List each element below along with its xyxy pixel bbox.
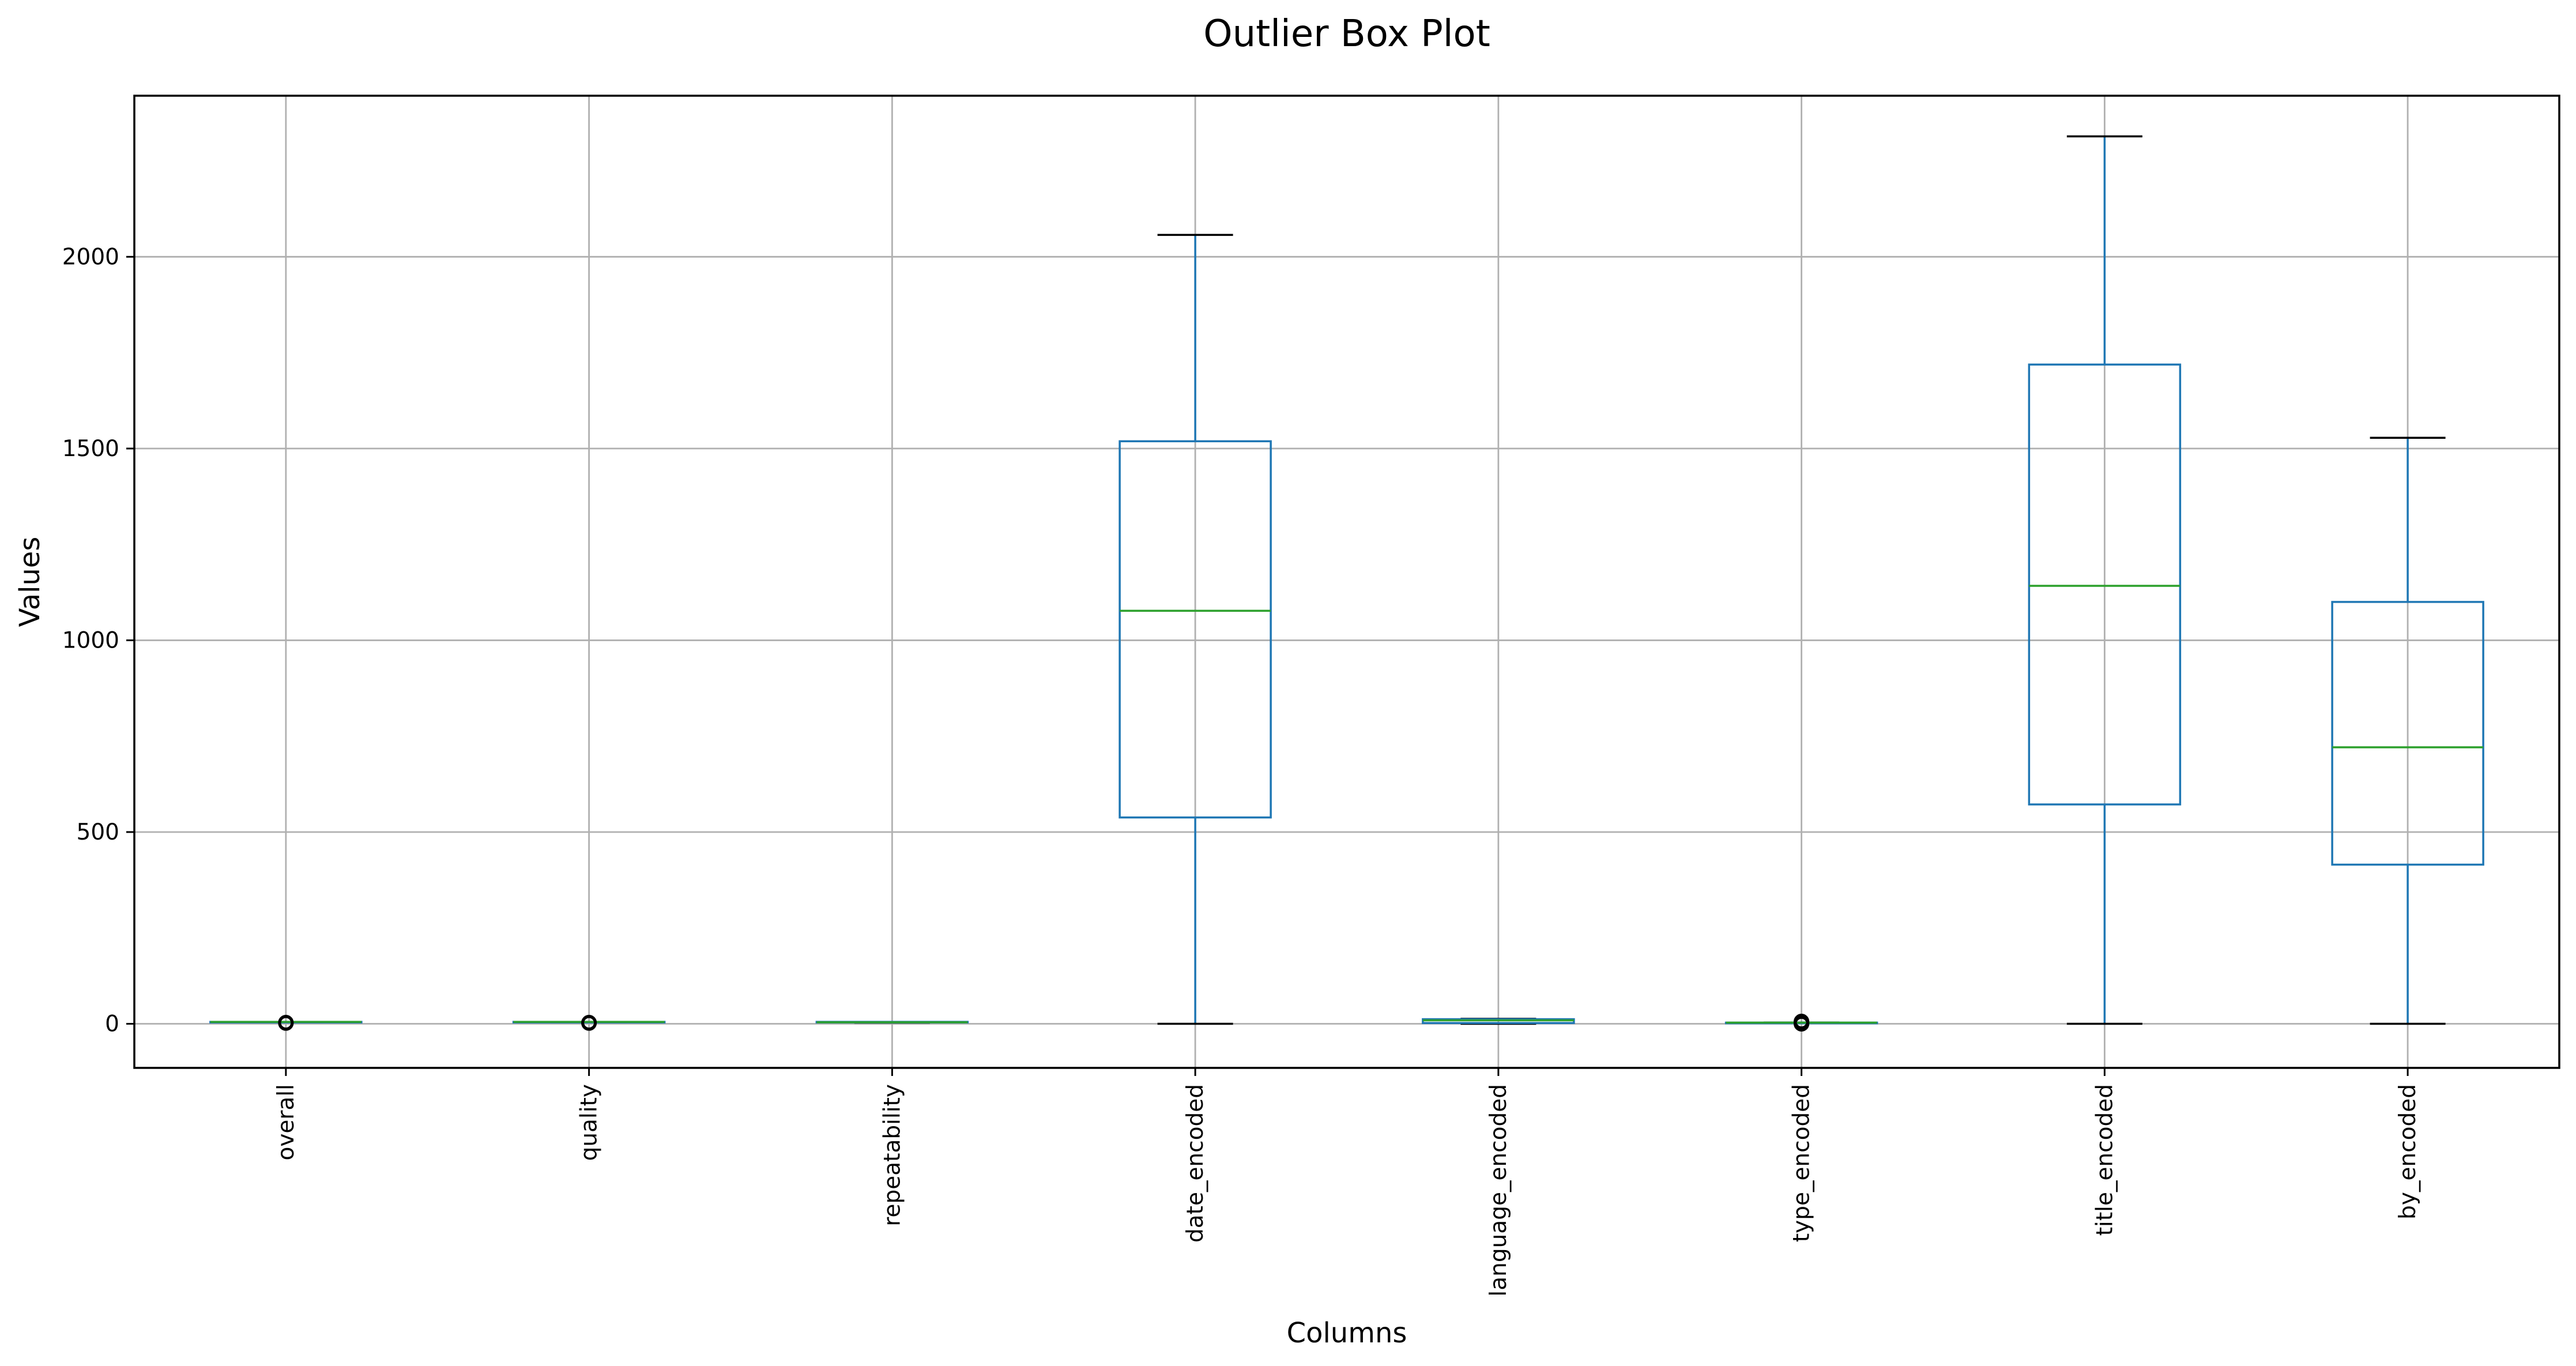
grid [134,96,2559,1068]
x-axis-label: Columns [1287,1317,1407,1349]
x-tick-label: by_encoded [2395,1084,2421,1220]
y-axis-label: Values [14,537,46,627]
chart-title: Outlier Box Plot [1203,13,1490,55]
x-tick-label: date_encoded [1182,1084,1208,1243]
x-tick-label: title_encoded [2092,1084,2118,1236]
y-tick-label: 500 [77,819,119,845]
box-overall [209,1015,363,1031]
outlier-point [581,1015,597,1031]
box-title_encoded [2028,135,2182,1025]
y-tick-label: 2000 [62,244,119,270]
box-by_encoded [2331,436,2484,1025]
x-axis-ticks: overall quality repeatability date_encoded l… [273,1068,2421,1297]
box-iqr [2028,363,2182,806]
x-tick-label: overall [273,1084,299,1161]
box-date_encoded [1118,234,1272,1025]
box-iqr [1118,440,1272,819]
x-tick-label: quality [577,1084,602,1161]
outlier-point [1794,1014,1810,1030]
box-quality [512,1015,666,1031]
boxes [209,135,2484,1032]
box-language_encoded [1422,1018,1575,1025]
y-tick-label: 1000 [62,627,119,653]
outlier-point [278,1015,294,1031]
x-tick-label: type_encoded [1789,1084,1815,1242]
y-tick-label: 0 [105,1011,119,1037]
y-axis-ticks: 0 500 1000 1500 2000 [62,244,134,1037]
y-tick-label: 1500 [62,436,119,462]
x-tick-label: repeatability [879,1084,905,1226]
box-iqr [2331,601,2484,866]
plot-frame [133,95,2560,1069]
x-tick-label: language_encoded [1486,1084,1512,1297]
box-type_encoded [1724,1014,1878,1032]
